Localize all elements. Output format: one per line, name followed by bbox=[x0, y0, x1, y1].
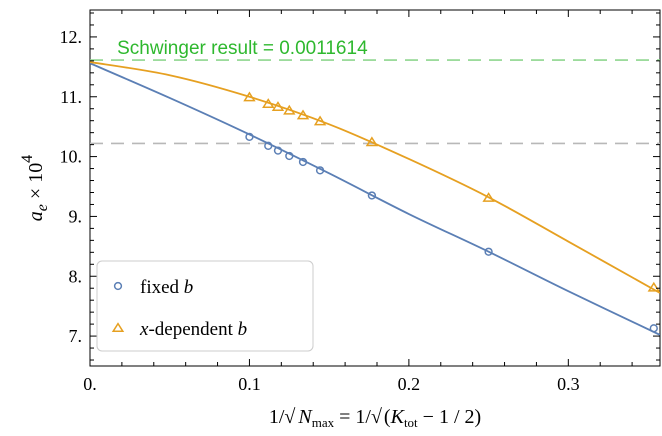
data-point-series-1-3 bbox=[283, 104, 296, 115]
data-point-series-0-3 bbox=[285, 151, 294, 161]
data-point-series-0-7 bbox=[484, 247, 493, 256]
legend-marker-0 bbox=[113, 281, 123, 291]
data-point-series-1-8 bbox=[647, 281, 660, 292]
schwinger-annotation: Schwinger result = 0.0011614 bbox=[117, 38, 368, 59]
y-tick-label-2: 9. bbox=[69, 206, 83, 226]
data-point-series-1-5 bbox=[313, 115, 327, 126]
x-tick-label-0: 0. bbox=[83, 374, 97, 394]
data-point-series-1-6 bbox=[365, 136, 379, 147]
x-tick-label-2: 0.2 bbox=[398, 374, 421, 394]
legend-label-1: x-dependent b bbox=[139, 319, 247, 340]
data-point-series-0-8 bbox=[649, 324, 658, 333]
data-point-series-0-1 bbox=[264, 141, 273, 150]
plot-frame bbox=[89, 9, 661, 367]
y-tick-label-1: 8. bbox=[69, 266, 83, 286]
x-tick-label-3: 0.3 bbox=[557, 374, 580, 394]
x-axis-title: 1/√ Nmax = 1/√ (Ktot − 1 / 2) bbox=[269, 406, 481, 430]
legend-marker-1 bbox=[111, 322, 125, 333]
y-axis-title: ae × 104 bbox=[19, 155, 51, 221]
legend-label-0: fixed b bbox=[140, 277, 193, 298]
data-point-series-1-7 bbox=[482, 192, 495, 202]
data-point-series-0-0 bbox=[245, 132, 254, 141]
legend-box bbox=[96, 260, 314, 352]
y-tick-label-4: 11. bbox=[60, 87, 82, 107]
data-point-series-1-1 bbox=[262, 98, 275, 108]
x-tick-label-1: 0.1 bbox=[238, 374, 261, 394]
fit-line-series-0 bbox=[90, 62, 660, 336]
data-point-series-0-4 bbox=[298, 157, 308, 167]
fit-line-series-1 bbox=[90, 61, 660, 294]
data-point-series-1-2 bbox=[271, 101, 285, 111]
data-point-series-0-5 bbox=[315, 166, 325, 175]
data-point-series-0-6 bbox=[367, 191, 377, 200]
y-tick-label-0: 7. bbox=[69, 326, 83, 346]
y-tick-label-5: 12. bbox=[60, 27, 83, 47]
data-point-series-1-4 bbox=[296, 109, 310, 120]
data-point-series-1-0 bbox=[243, 91, 256, 102]
y-tick-label-3: 10. bbox=[60, 147, 83, 167]
data-point-series-0-2 bbox=[273, 146, 283, 155]
